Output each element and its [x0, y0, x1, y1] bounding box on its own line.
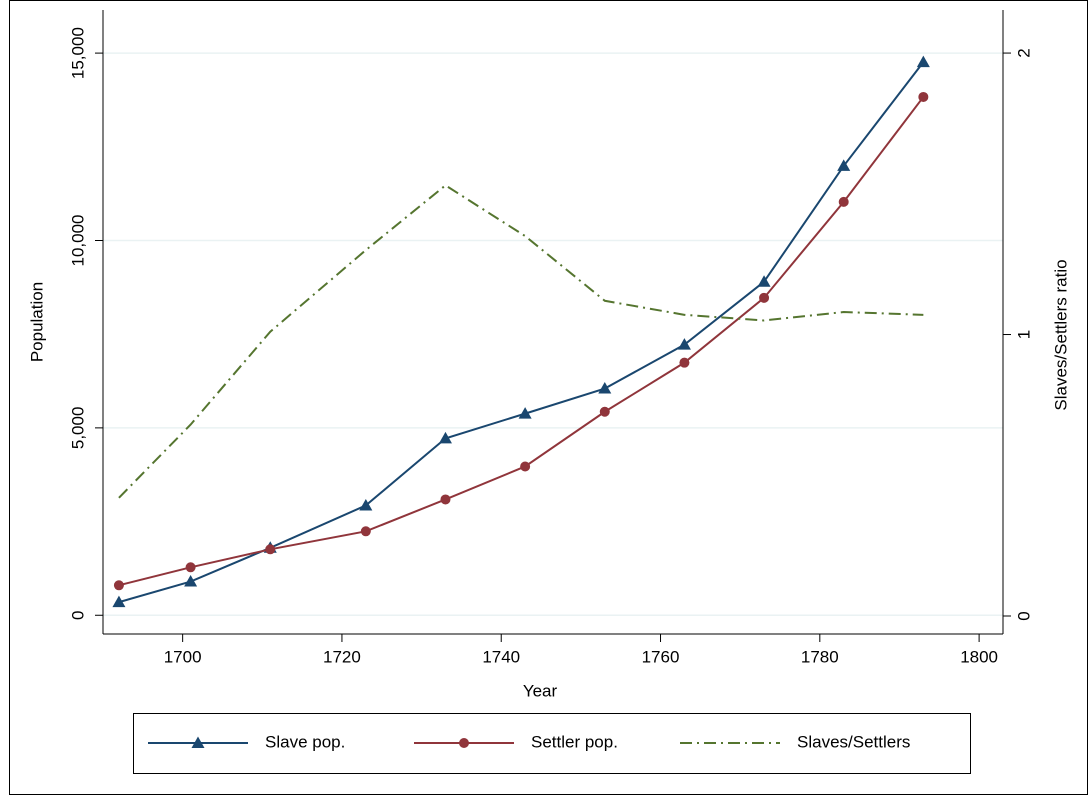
y2-axis-title: Slaves/Settlers ratio — [1051, 259, 1070, 410]
marker — [459, 738, 469, 748]
marker — [916, 55, 930, 68]
x-tick-label: 1740 — [482, 647, 520, 666]
legend-label: Slave pop. — [265, 732, 345, 751]
x-tick-label: 1780 — [801, 647, 839, 666]
marker — [838, 196, 849, 207]
marker — [440, 494, 451, 505]
marker — [679, 357, 690, 368]
marker — [184, 575, 198, 587]
y-tick-label: 10,000 — [68, 214, 87, 266]
marker — [757, 275, 771, 287]
marker — [837, 159, 851, 171]
marker — [113, 580, 124, 591]
marker — [520, 461, 531, 472]
x-tick-label: 1800 — [960, 647, 998, 666]
marker — [438, 431, 452, 444]
marker — [599, 406, 610, 417]
series-line — [118, 96, 925, 587]
marker — [677, 338, 691, 350]
legend-label: Slaves/Settlers — [797, 732, 910, 751]
y2-tick-label: 2 — [1014, 48, 1033, 57]
legend-label: Settler pop. — [531, 732, 618, 751]
marker — [185, 562, 196, 573]
y-tick-label: 0 — [68, 611, 87, 620]
x-tick-label: 1700 — [164, 647, 202, 666]
x-tick-label: 1720 — [323, 647, 361, 666]
x-tick-label: 1760 — [642, 647, 680, 666]
y2-tick-label: 1 — [1014, 330, 1033, 339]
marker — [598, 382, 612, 394]
y-axis-title: Population — [27, 282, 46, 362]
legend-box — [133, 713, 971, 774]
x-axis-title: Year — [523, 681, 558, 700]
marker — [759, 292, 770, 303]
marker — [359, 498, 373, 511]
frame — [9, 0, 1088, 795]
marker — [360, 526, 371, 537]
series-line — [118, 61, 925, 604]
y2-tick-label: 0 — [1014, 611, 1033, 620]
y-tick-label: 15,000 — [68, 27, 87, 79]
marker — [112, 595, 126, 608]
marker — [265, 544, 276, 555]
marker — [518, 407, 532, 419]
marker — [191, 736, 205, 748]
series-line — [118, 184, 924, 499]
marker — [918, 91, 929, 102]
y-tick-label: 5,000 — [68, 407, 87, 450]
